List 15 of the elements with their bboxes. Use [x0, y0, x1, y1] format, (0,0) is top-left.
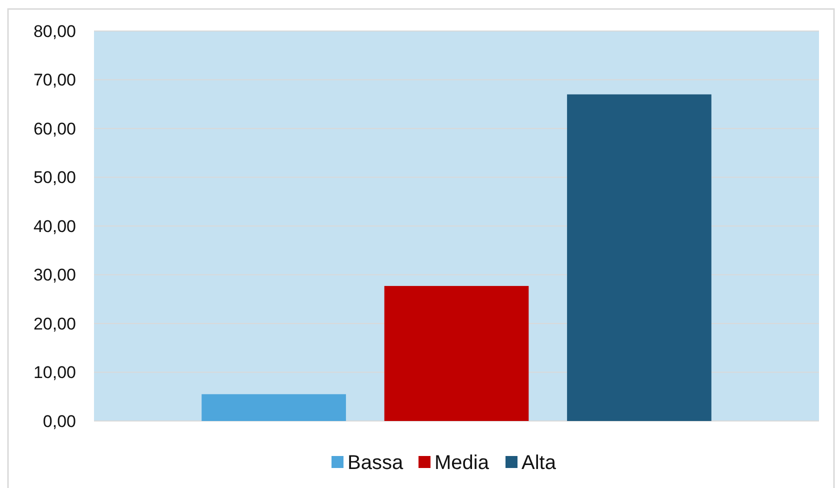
- bar: [202, 394, 346, 421]
- bar: [567, 94, 712, 421]
- legend-label: Media: [434, 452, 490, 474]
- y-tick-label: 20,00: [33, 314, 76, 334]
- y-tick-label: 70,00: [33, 70, 76, 90]
- legend-label: Alta: [522, 452, 557, 474]
- legend-label: Bassa: [348, 452, 404, 474]
- y-tick-label: 30,00: [33, 266, 76, 285]
- y-tick-label: 80,00: [33, 22, 76, 41]
- y-tick-label: 60,00: [33, 119, 76, 138]
- y-tick-label: 50,00: [33, 168, 76, 188]
- y-tick-label: 40,00: [33, 216, 76, 236]
- y-tick-label: 0,00: [42, 412, 76, 431]
- bar: [384, 286, 529, 421]
- y-tick-label: 10,00: [33, 363, 76, 382]
